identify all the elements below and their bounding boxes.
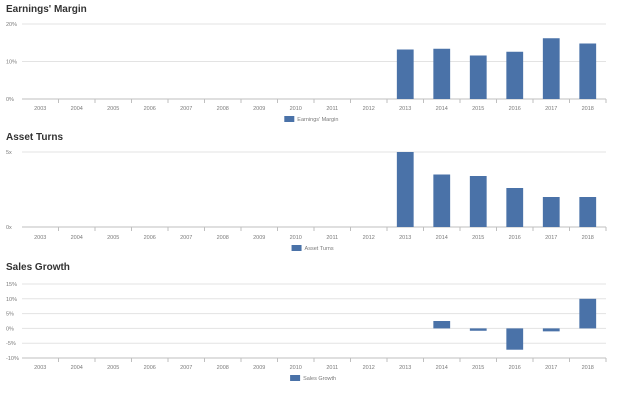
- bar: [542, 197, 560, 227]
- bar: [579, 43, 597, 99]
- x-tick-label: 2007: [180, 235, 192, 241]
- bar: [433, 321, 451, 329]
- y-tick-label: 0%: [6, 326, 14, 332]
- x-tick-label: 2009: [253, 365, 265, 371]
- bar: [469, 55, 487, 99]
- x-tick-label: 2011: [326, 106, 338, 112]
- x-tick-label: 2016: [509, 106, 521, 112]
- x-tick-label: 2015: [472, 365, 484, 371]
- x-tick-label: 2008: [217, 365, 229, 371]
- x-tick-label: 2018: [582, 106, 594, 112]
- legend-label: Asset Turns: [305, 246, 334, 252]
- y-tick-label: 5%: [6, 312, 14, 318]
- x-tick-label: 2003: [34, 106, 46, 112]
- legend-label: Earnings' Margin: [297, 117, 338, 123]
- x-tick-label: 2011: [326, 235, 338, 241]
- bar: [579, 298, 597, 329]
- x-tick-label: 2004: [71, 365, 83, 371]
- bar: [396, 152, 414, 227]
- bar: [506, 188, 524, 227]
- y-tick-label: 10%: [6, 60, 17, 66]
- legend-swatch: [284, 116, 295, 122]
- x-tick-label: 2010: [290, 365, 302, 371]
- x-tick-label: 2008: [217, 235, 229, 241]
- x-tick-label: 2003: [34, 235, 46, 241]
- x-tick-label: 2018: [582, 235, 594, 241]
- y-tick-label: 5x: [6, 150, 12, 156]
- y-tick-label: 0x: [6, 225, 12, 231]
- asset-turns-title: Asset Turns: [6, 132, 64, 143]
- x-tick-label: 2008: [217, 106, 229, 112]
- x-tick-label: 2013: [399, 106, 411, 112]
- x-tick-label: 2014: [436, 106, 448, 112]
- x-tick-label: 2007: [180, 106, 192, 112]
- x-tick-label: 2006: [144, 235, 156, 241]
- x-tick-label: 2006: [144, 365, 156, 371]
- bar: [469, 176, 487, 227]
- legend-label: Sales Growth: [303, 376, 336, 382]
- earnings-margin-chart: 0% 10% 20% 2003 2004 2005 2006 2007 2008 2009 2010…: [6, 22, 607, 123]
- x-tick-label: 2005: [107, 106, 119, 112]
- legend-swatch: [290, 375, 301, 381]
- x-tick-label: 2013: [399, 235, 411, 241]
- x-tick-label: 2012: [363, 106, 375, 112]
- bar: [579, 197, 597, 227]
- x-tick-label: 2011: [326, 365, 338, 371]
- bar: [433, 48, 451, 99]
- x-tick-label: 2009: [253, 235, 265, 241]
- x-tick-label: 2010: [290, 106, 302, 112]
- x-tick-label: 2016: [509, 235, 521, 241]
- x-tick-label: 2017: [545, 365, 557, 371]
- x-tick-label: 2005: [107, 235, 119, 241]
- x-tick-label: 2009: [253, 106, 265, 112]
- y-tick-label: 15%: [6, 282, 17, 288]
- x-tick-label: 2007: [180, 365, 192, 371]
- bar: [433, 174, 451, 227]
- sales-growth-chart: -10% -5% 0% 5% 10% 15% 2003 2004 2005 2006 2007 200…: [6, 282, 607, 382]
- earnings-margin-title: Earnings' Margin: [6, 4, 87, 15]
- x-tick-label: 2004: [71, 106, 83, 112]
- x-tick-label: 2015: [472, 235, 484, 241]
- bar: [506, 51, 524, 99]
- x-tick-label: 2005: [107, 365, 119, 371]
- y-tick-label: 20%: [6, 22, 17, 28]
- x-tick-label: 2004: [71, 235, 83, 241]
- bar: [469, 328, 487, 331]
- x-tick-label: 2012: [363, 365, 375, 371]
- legend-swatch: [291, 245, 302, 251]
- x-tick-label: 2014: [436, 365, 448, 371]
- bar: [542, 328, 560, 332]
- x-tick-label: 2017: [545, 235, 557, 241]
- x-tick-label: 2006: [144, 106, 156, 112]
- x-tick-label: 2015: [472, 106, 484, 112]
- x-tick-label: 2010: [290, 235, 302, 241]
- x-tick-label: 2014: [436, 235, 448, 241]
- y-tick-label: -5%: [6, 341, 16, 347]
- y-tick-label: 0%: [6, 97, 14, 103]
- x-tick-label: 2013: [399, 365, 411, 371]
- bar: [506, 328, 524, 350]
- x-tick-label: 2017: [545, 106, 557, 112]
- x-tick-label: 2012: [363, 235, 375, 241]
- x-tick-label: 2003: [34, 365, 46, 371]
- y-tick-label: 10%: [6, 297, 17, 303]
- bar: [542, 38, 560, 99]
- y-tick-label: -10%: [6, 356, 19, 362]
- sales-growth-title: Sales Growth: [6, 262, 70, 273]
- x-tick-label: 2018: [582, 365, 594, 371]
- asset-turns-chart: 0x 5x 2003 2004 2005 2006 2007 2008 2009 2010 2011…: [6, 150, 607, 252]
- bar: [396, 49, 414, 99]
- x-tick-label: 2016: [509, 365, 521, 371]
